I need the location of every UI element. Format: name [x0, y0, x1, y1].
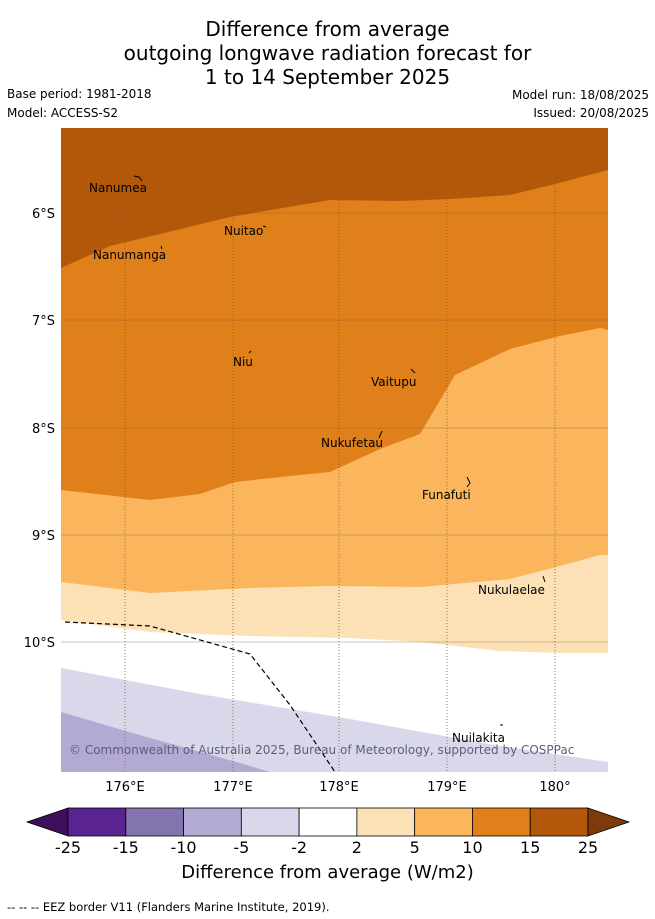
model-name: Model: ACCESS-S2: [7, 106, 119, 120]
colorbar-segment: [472, 807, 531, 837]
colorbar-segment: [298, 807, 358, 837]
lon-label-179e: 179°E: [427, 780, 467, 795]
place-nanumea: Nanumea: [89, 181, 147, 195]
contour-fill-layer: [61, 128, 608, 772]
graticule-lon: [124, 128, 556, 772]
colorbar-tick-label: 25: [577, 838, 599, 857]
colorbar-segment: [356, 807, 416, 837]
colorbar-segment: [414, 807, 473, 837]
colorbar-segment: [529, 807, 589, 837]
place-nukufetau: Nukufetau: [321, 436, 383, 450]
colorbar-tick-label: -15: [112, 838, 139, 857]
place-funafuti: Funafuti: [422, 488, 471, 502]
lat-label-6s: 6°S: [32, 207, 55, 222]
colorbar-extend-max: [587, 807, 631, 837]
colorbar-tick-label: -5: [233, 838, 250, 857]
colorbar-segment: [125, 807, 184, 837]
lon-label-176e: 176°E: [105, 780, 145, 795]
title-line-3: 1 to 14 September 2025: [204, 65, 451, 89]
title-line-1: Difference from average: [205, 17, 450, 41]
place-nukulaelae: Nukulaelae: [478, 583, 545, 597]
colorbar-tick-label: -10: [170, 838, 197, 857]
band-neg10-neg5: [61, 712, 270, 772]
graticule-lat: [61, 212, 608, 643]
place-niu: Niu: [233, 355, 253, 369]
lat-label-10s: 10°S: [24, 636, 55, 651]
lon-label-178e: 178°E: [319, 780, 359, 795]
colorbar-tick-label: -2: [291, 838, 308, 857]
copyright-notice: © Commonwealth of Australia 2025, Bureau…: [69, 743, 574, 757]
colorbar-tick-label: 15: [520, 838, 541, 857]
eez-border: [64, 621, 336, 772]
lat-label-7s: 7°S: [32, 314, 55, 329]
band-neg5-neg2: [61, 668, 608, 772]
colorbar-label: Difference from average (W/m2): [181, 862, 474, 883]
eez-footnote: -- -- -- EEZ border V11 (Flanders Marine…: [7, 900, 330, 914]
title-line-2: outgoing longwave radiation forecast for: [123, 41, 532, 65]
place-nanumanga: Nanumanga: [93, 248, 166, 262]
lat-label-8s: 8°S: [32, 422, 55, 437]
base-period: Base period: 1981-2018: [7, 87, 152, 101]
colorbar-tick-label: 10: [462, 838, 483, 857]
lon-label-180: 180°: [539, 780, 570, 795]
lon-label-177e: 177°E: [213, 780, 253, 795]
colorbar-tick-label: 5: [409, 838, 420, 857]
island-outlines: [133, 175, 546, 726]
model-run: Model run: 18/08/2025: [511, 88, 649, 102]
colorbar-segment: [240, 807, 300, 837]
colorbar-tick-label: -25: [54, 838, 82, 857]
colorbar: [25, 807, 631, 837]
lat-label-9s: 9°S: [32, 529, 55, 544]
place-nuitao: Nuitao: [224, 224, 263, 238]
place-nuilakita: Nuilakita: [452, 731, 505, 745]
colorbar-segment: [67, 807, 127, 837]
colorbar-extend-min: [25, 807, 69, 837]
colorbar-segment: [183, 807, 242, 837]
colorbar-tick-label: 2: [351, 838, 362, 857]
issued-date: Issued: 20/08/2025: [533, 106, 649, 120]
place-vaitupu: Vaitupu: [371, 375, 417, 389]
